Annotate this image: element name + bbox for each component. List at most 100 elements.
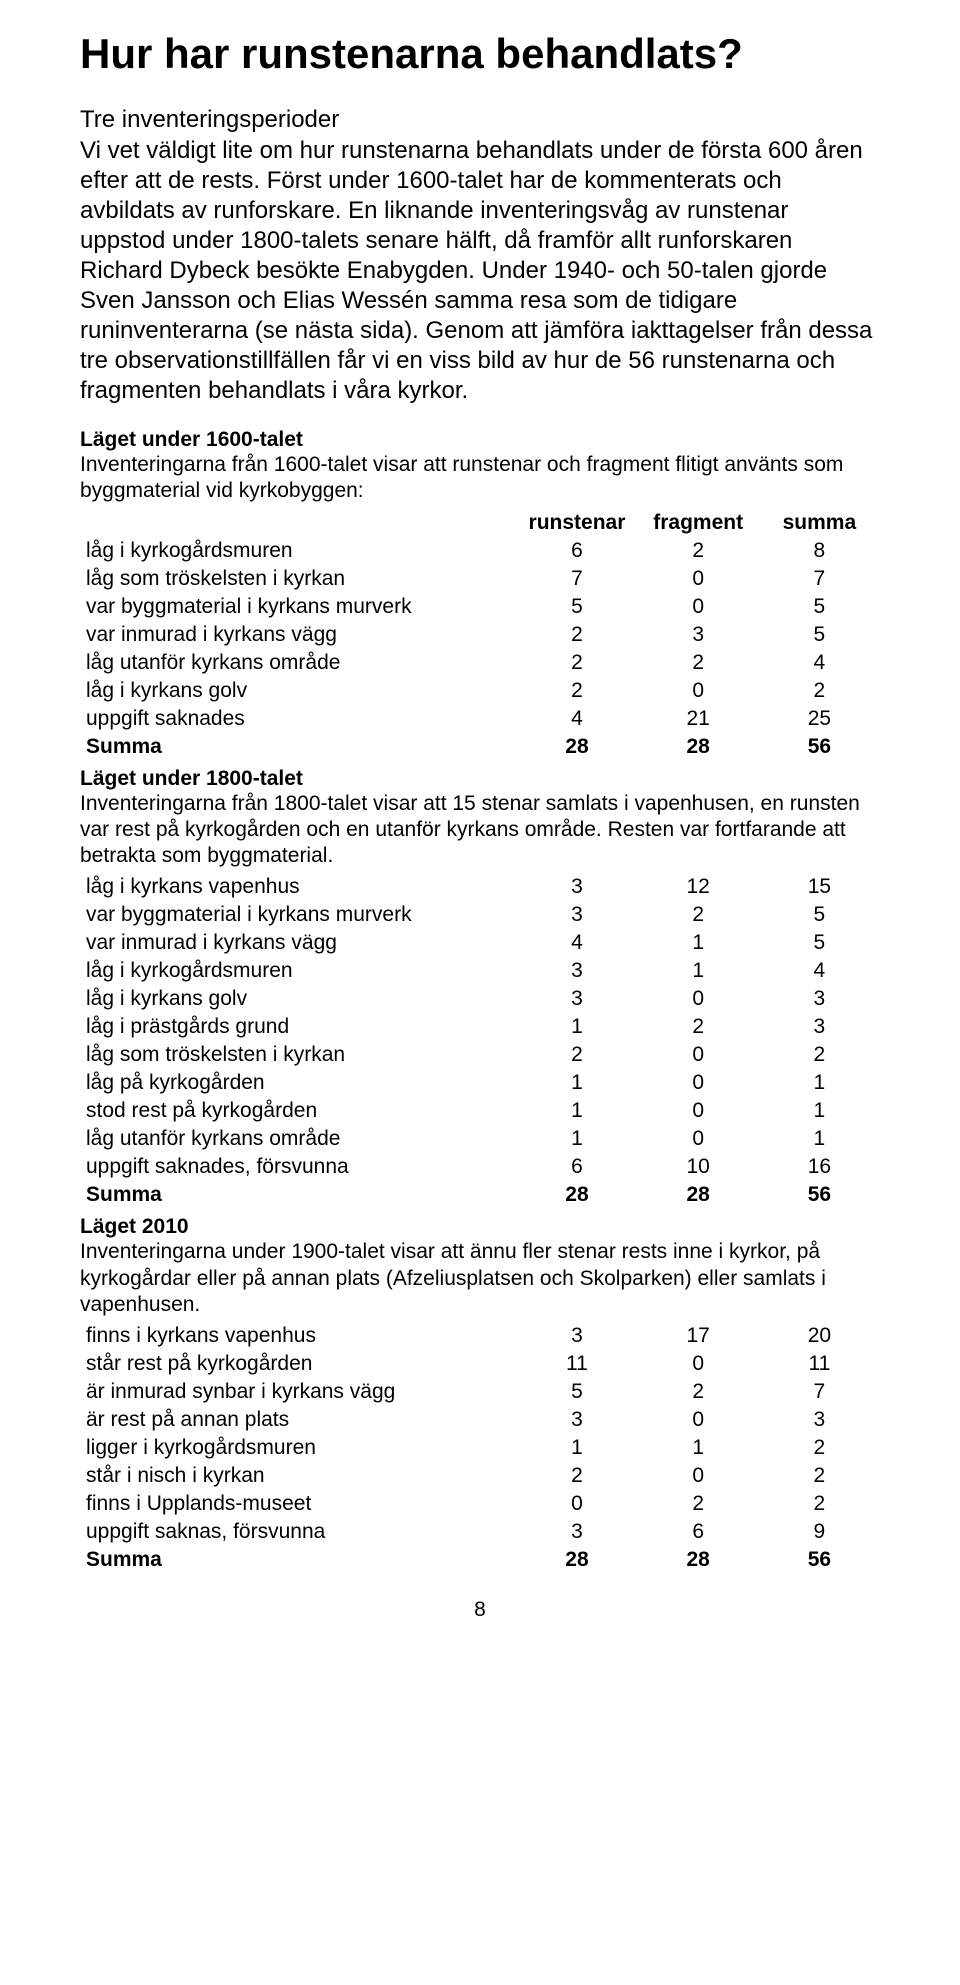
row-val-runstenar: 4 [516,929,637,957]
row-val-fragment: 2 [638,1378,759,1406]
row-val-fragment: 0 [638,565,759,593]
page-title: Hur har runstenarna behandlats? [80,30,880,78]
row-val-summa: 3 [759,1406,880,1434]
sum-fragment: 28 [638,1181,759,1209]
row-val-fragment: 2 [638,1013,759,1041]
row-label: ligger i kyrkogårdsmuren [80,1434,516,1462]
row-val-fragment: 1 [638,957,759,985]
col-header-label [80,509,516,537]
section-title: Läget 2010 [80,1215,880,1239]
row-val-runstenar: 7 [516,565,637,593]
table-row: står rest på kyrkogården11011 [80,1350,880,1378]
row-val-fragment: 10 [638,1153,759,1181]
row-val-fragment: 2 [638,649,759,677]
table-row: låg i kyrkans vapenhus31215 [80,873,880,901]
table-row: låg som tröskelsten i kyrkan707 [80,565,880,593]
table-row: finns i kyrkans vapenhus31720 [80,1322,880,1350]
row-val-runstenar: 3 [516,957,637,985]
sections-container: Läget under 1600-taletInventeringarna fr… [80,428,880,1574]
row-val-runstenar: 3 [516,985,637,1013]
table-sum-row: Summa282856 [80,1546,880,1574]
row-val-runstenar: 3 [516,1406,637,1434]
row-label: låg i kyrkans golv [80,985,516,1013]
row-val-fragment: 0 [638,1097,759,1125]
row-label: uppgift saknades, försvunna [80,1153,516,1181]
page-number: 8 [80,1598,880,1622]
table-row: var inmurad i kyrkans vägg415 [80,929,880,957]
row-label: var byggmaterial i kyrkans murverk [80,593,516,621]
row-label: låg i kyrkogårdsmuren [80,537,516,565]
intro-body: Vi vet väldigt lite om hur runstenarna b… [80,136,880,406]
table-header-row: runstenarfragmentsumma [80,509,880,537]
section-intro: Inventeringarna under 1900-talet visar a… [80,1239,880,1318]
row-val-fragment: 1 [638,1434,759,1462]
row-val-fragment: 12 [638,873,759,901]
table-row: uppgift saknades, försvunna61016 [80,1153,880,1181]
row-val-fragment: 6 [638,1518,759,1546]
row-val-runstenar: 2 [516,677,637,705]
table-row: är rest på annan plats303 [80,1406,880,1434]
row-label: stod rest på kyrkogården [80,1097,516,1125]
col-header-summa: summa [759,509,880,537]
row-val-summa: 25 [759,705,880,733]
row-label: finns i Upplands-museet [80,1490,516,1518]
table-row: uppgift saknades42125 [80,705,880,733]
sum-runstenar: 28 [516,1546,637,1574]
row-val-runstenar: 5 [516,1378,637,1406]
row-label: står rest på kyrkogården [80,1350,516,1378]
row-val-summa: 2 [759,677,880,705]
row-val-summa: 2 [759,1490,880,1518]
row-val-runstenar: 1 [516,1013,637,1041]
row-val-summa: 1 [759,1069,880,1097]
row-val-runstenar: 1 [516,1434,637,1462]
row-label: låg i kyrkans golv [80,677,516,705]
table-row: låg utanför kyrkans område224 [80,649,880,677]
table-row: låg i kyrkans golv202 [80,677,880,705]
row-val-runstenar: 6 [516,537,637,565]
row-val-runstenar: 1 [516,1125,637,1153]
data-table: finns i kyrkans vapenhus31720står rest p… [80,1322,880,1574]
row-val-summa: 1 [759,1125,880,1153]
data-table: runstenarfragmentsummalåg i kyrkogårdsmu… [80,509,880,761]
data-table: låg i kyrkans vapenhus31215var byggmater… [80,873,880,1209]
row-label: var byggmaterial i kyrkans murverk [80,901,516,929]
row-val-summa: 7 [759,1378,880,1406]
row-val-summa: 3 [759,985,880,1013]
row-label: låg utanför kyrkans område [80,1125,516,1153]
row-label: låg utanför kyrkans område [80,649,516,677]
sum-fragment: 28 [638,1546,759,1574]
section-intro: Inventeringarna från 1800-talet visar at… [80,791,880,870]
row-val-summa: 2 [759,1434,880,1462]
row-val-runstenar: 11 [516,1350,637,1378]
row-val-fragment: 0 [638,677,759,705]
row-val-fragment: 17 [638,1322,759,1350]
sum-summa: 56 [759,733,880,761]
row-val-summa: 2 [759,1041,880,1069]
row-label: är rest på annan plats [80,1406,516,1434]
row-val-summa: 9 [759,1518,880,1546]
row-val-runstenar: 1 [516,1069,637,1097]
row-val-fragment: 0 [638,1350,759,1378]
section-title: Läget under 1800-talet [80,767,880,791]
table-row: var inmurad i kyrkans vägg235 [80,621,880,649]
row-label: låg i prästgårds grund [80,1013,516,1041]
row-val-fragment: 0 [638,593,759,621]
table-row: låg i prästgårds grund123 [80,1013,880,1041]
row-val-summa: 5 [759,621,880,649]
row-val-summa: 20 [759,1322,880,1350]
row-val-fragment: 2 [638,537,759,565]
table-row: var byggmaterial i kyrkans murverk505 [80,593,880,621]
row-val-summa: 16 [759,1153,880,1181]
sum-summa: 56 [759,1181,880,1209]
row-val-runstenar: 3 [516,1518,637,1546]
row-val-fragment: 0 [638,1462,759,1490]
row-label: låg i kyrkogårdsmuren [80,957,516,985]
row-val-runstenar: 3 [516,901,637,929]
col-header-runstenar: runstenar [516,509,637,537]
table-row: låg som tröskelsten i kyrkan202 [80,1041,880,1069]
row-label: uppgift saknas, försvunna [80,1518,516,1546]
row-val-runstenar: 3 [516,1322,637,1350]
sum-fragment: 28 [638,733,759,761]
row-val-fragment: 2 [638,901,759,929]
sum-label: Summa [80,1181,516,1209]
